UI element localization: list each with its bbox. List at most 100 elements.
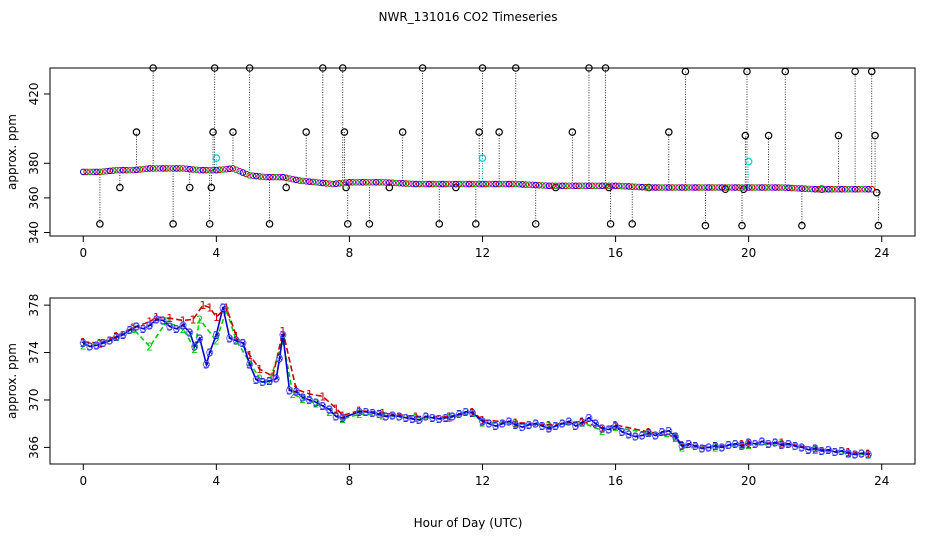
spike-point <box>551 183 560 192</box>
main-series-point <box>382 179 390 186</box>
series-2-marker: 2 <box>479 417 486 430</box>
series-3-marker: 3 <box>652 430 659 443</box>
main-series-point <box>559 182 566 190</box>
series-3-circle <box>179 321 187 329</box>
main-series-point <box>858 185 866 193</box>
main-series-point <box>515 180 523 188</box>
spike-point <box>665 128 673 136</box>
series-3-marker: 3 <box>180 319 187 332</box>
series-3-marker: 3 <box>203 358 210 371</box>
series-3-circle <box>825 446 832 454</box>
main-series-point <box>93 168 100 176</box>
main-series-point <box>562 182 569 190</box>
series-2-marker: 2 <box>339 413 346 426</box>
series-3-circle <box>798 443 806 451</box>
series-3-circle <box>202 360 210 368</box>
main-series-point <box>768 184 776 191</box>
main-series-point <box>655 184 663 191</box>
spike-point <box>398 128 407 136</box>
series-3-marker: 3 <box>499 418 506 431</box>
bottom-y-tick-label: 374 <box>27 341 41 364</box>
main-series-point <box>572 182 579 190</box>
spike-point <box>495 128 503 136</box>
main-series-point <box>532 181 540 189</box>
main-series-point <box>798 185 806 192</box>
main-series-point <box>259 173 267 181</box>
series-2-marker: 2 <box>546 420 553 433</box>
series-3-marker: 3 <box>619 426 626 439</box>
series-3-circle <box>139 325 147 333</box>
series-3-circle <box>119 331 127 339</box>
top-y-axis: 340 360 380 420 <box>27 83 50 244</box>
main-series-point <box>336 180 343 187</box>
series-3-marker: 3 <box>546 422 553 435</box>
main-series-point <box>326 180 333 187</box>
main-series-point <box>555 182 563 190</box>
series-2-marker: 2 <box>289 388 296 401</box>
main-series-point <box>316 179 323 186</box>
main-series-point <box>369 179 377 186</box>
series-3-circle <box>838 447 846 455</box>
series-1-marker: 1 <box>256 363 263 376</box>
main-series-point <box>296 177 303 184</box>
main-series-point <box>79 168 87 176</box>
main-series-point <box>312 179 320 186</box>
series-3-circle <box>758 437 766 445</box>
series-3-circle <box>286 386 294 394</box>
series-3-circle <box>106 337 114 345</box>
series-3-circle <box>625 430 633 438</box>
series-3-marker: 3 <box>705 441 712 454</box>
series-3-circle <box>259 378 267 386</box>
spike-point <box>605 183 613 192</box>
series-2-marker: 2 <box>812 444 819 457</box>
series-3-circle <box>409 415 417 423</box>
series-3-marker: 3 <box>80 337 87 350</box>
main-series-point <box>592 182 599 190</box>
series-3-circle <box>685 440 693 448</box>
series-3-marker: 3 <box>692 440 699 453</box>
spike-point <box>601 64 610 72</box>
main-series-point <box>425 180 433 188</box>
series-3-line <box>82 307 869 456</box>
main-series-point <box>588 182 596 190</box>
series-3-marker: 3 <box>552 420 559 433</box>
main-series-point <box>129 166 137 174</box>
series-3-marker: 3 <box>173 323 180 336</box>
top-x-tick-label: 16 <box>608 246 623 260</box>
series-1-marker: 1 <box>412 411 419 424</box>
series-3-circle <box>705 443 713 451</box>
main-series-point <box>695 184 703 191</box>
main-series-point <box>233 166 240 174</box>
series-3-circle <box>312 398 320 406</box>
main-series-point <box>332 180 340 187</box>
series-3-marker: 3 <box>160 315 167 328</box>
main-series-point <box>379 179 386 186</box>
top-x-axis: 0 4 8 12 16 20 24 <box>79 236 889 260</box>
series-3-marker: 3 <box>599 422 606 435</box>
series-3-marker: 3 <box>838 445 845 458</box>
series-1-marker: 1 <box>745 438 752 451</box>
main-series-point <box>748 184 756 191</box>
series-3-marker: 3 <box>422 411 429 424</box>
series-3-marker: 3 <box>326 403 333 416</box>
main-series-point <box>668 184 676 191</box>
series-3-circle <box>272 375 280 383</box>
series-3-marker: 3 <box>313 396 320 409</box>
series-3-circle <box>252 376 260 384</box>
spike-point <box>743 67 751 76</box>
series-3-marker: 3 <box>276 352 283 365</box>
main-series-point <box>389 179 396 187</box>
series-3-marker: 3 <box>858 447 865 460</box>
series-3-marker: 3 <box>273 373 280 386</box>
main-series-point <box>788 184 796 192</box>
main-series-point <box>183 165 190 173</box>
series-3-marker: 3 <box>333 411 340 424</box>
main-series-point <box>575 182 583 190</box>
series-3-marker: 3 <box>778 439 785 452</box>
top-main-series <box>79 165 876 193</box>
series-3-circle <box>239 339 247 347</box>
main-series-point <box>472 180 480 188</box>
series-3-circle <box>206 349 214 357</box>
series-3-circle <box>585 414 593 422</box>
main-series-point <box>386 179 393 186</box>
